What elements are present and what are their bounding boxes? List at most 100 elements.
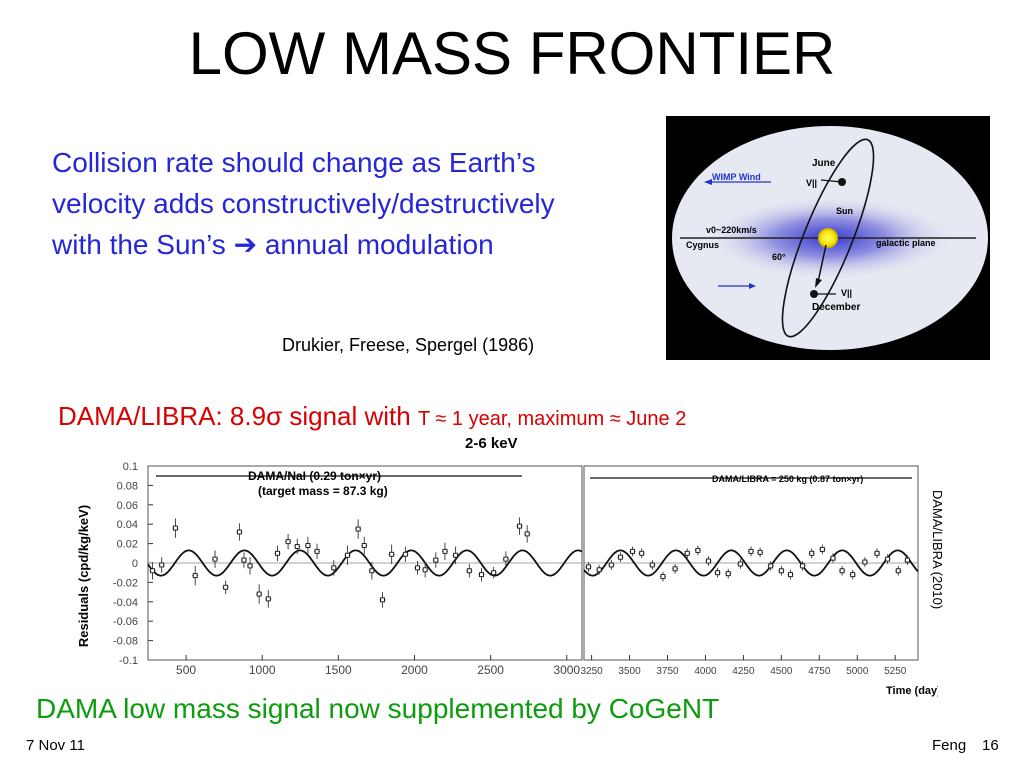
data-point xyxy=(305,543,311,548)
data-point xyxy=(706,558,711,564)
data-point xyxy=(355,526,361,532)
y-tick-label: -0.04 xyxy=(113,597,138,609)
x-tick-label: 500 xyxy=(176,663,196,677)
data-point xyxy=(725,571,731,577)
data-point xyxy=(274,550,280,556)
data-point xyxy=(223,584,229,590)
x-tick-label: 2000 xyxy=(401,663,428,677)
x-tick-label: 3000 xyxy=(553,663,580,677)
data-point xyxy=(236,529,242,535)
slide-title: LOW MASS FRONTIER xyxy=(188,20,836,87)
data-point xyxy=(819,546,825,552)
x-tick-label: 1000 xyxy=(249,663,276,677)
data-point xyxy=(331,565,337,571)
headline-period: T ≈ 1 year, maximum ≈ June 2 xyxy=(417,408,687,430)
panel-label-2: (target mass = 87.3 kg) xyxy=(258,484,388,498)
panel-label: DAMA/NaI (0.29 ton×yr) xyxy=(248,469,381,483)
data-point xyxy=(596,567,602,573)
data-point xyxy=(850,572,856,578)
data-point xyxy=(684,550,690,556)
data-point xyxy=(586,564,592,570)
v-bottom-label: V|| xyxy=(841,288,852,298)
footer-date: 7 Nov 11 xyxy=(26,737,85,754)
data-point xyxy=(369,568,375,574)
x-tick-label: 2500 xyxy=(477,663,504,677)
data-point xyxy=(442,548,448,554)
data-point xyxy=(380,597,385,603)
intro-text: Collision rate should change as Earth’s … xyxy=(52,142,612,265)
v-top-label: V|| xyxy=(806,178,817,188)
data-point xyxy=(294,544,300,549)
y-tick-label: 0.02 xyxy=(117,539,138,551)
data-point xyxy=(479,572,484,578)
citation: Drukier, Freese, Spergel (1986) xyxy=(282,335,535,355)
data-point xyxy=(345,552,350,558)
right-arrow-icon: ➔ xyxy=(233,229,258,260)
data-point xyxy=(241,557,247,563)
data-point xyxy=(695,547,701,553)
y-tick-label: 0.04 xyxy=(117,519,138,531)
june-label: June xyxy=(812,158,836,169)
data-point xyxy=(715,570,721,576)
sun-icon xyxy=(818,228,838,248)
x-tick-label: 4750 xyxy=(808,666,831,677)
x-tick-label: 4500 xyxy=(770,666,793,677)
december-label: December xyxy=(812,302,860,313)
panel-label: DAMA/LIBRA = 250 kg (0.87 ton×yr) xyxy=(712,474,863,484)
data-point xyxy=(885,556,891,562)
data-point xyxy=(159,562,165,568)
x-axis-label: Time (day) xyxy=(886,685,938,697)
june-v-arrow xyxy=(820,179,843,183)
data-point xyxy=(649,562,655,568)
x-tick-label: 4000 xyxy=(694,666,717,677)
conclusion: DAMA low mass signal now supplemented by… xyxy=(36,693,720,724)
galactic-plane-label: galactic plane xyxy=(876,238,936,248)
data-point xyxy=(748,548,754,554)
wimp-wind-figure: June WIMP Wind V|| Sun v0~220km/s Cygnus… xyxy=(666,116,990,360)
cygnus-label: Cygnus xyxy=(686,240,719,250)
x-tick-label: 5000 xyxy=(846,666,869,677)
data-point xyxy=(265,596,271,602)
v0-label: v0~220km/s xyxy=(706,225,757,235)
data-point xyxy=(830,555,836,561)
sigma-symbol: σ xyxy=(266,401,283,431)
footer-author: Feng xyxy=(932,737,967,754)
data-point xyxy=(172,525,178,531)
data-point xyxy=(314,548,320,554)
data-point xyxy=(660,574,666,580)
data-point xyxy=(839,568,845,574)
x-tick-label: 1500 xyxy=(325,663,352,677)
data-point xyxy=(192,573,198,579)
headline-signal: signal with xyxy=(282,401,418,431)
x-tick-label: 5250 xyxy=(884,666,907,677)
y-tick-label: 0.1 xyxy=(123,461,138,473)
intro-body: Collision rate should change as Earth’s … xyxy=(52,147,555,260)
data-point xyxy=(862,559,868,565)
data-point xyxy=(517,523,523,529)
data-point xyxy=(361,543,367,548)
data-point xyxy=(247,563,253,569)
page-number: 16 xyxy=(982,737,999,754)
side-credit-text: DAMA/LIBRA (2010) xyxy=(930,490,945,609)
data-point xyxy=(389,551,395,557)
y-tick-label: -0.06 xyxy=(113,616,138,628)
data-point xyxy=(433,557,439,563)
data-point xyxy=(809,550,815,556)
data-point xyxy=(778,568,784,574)
side-credit: DAMA/LIBRA (2010) xyxy=(930,490,945,609)
wimp-wind-label: WIMP Wind xyxy=(712,172,761,182)
data-point xyxy=(630,548,636,554)
y-tick-label: 0.06 xyxy=(117,500,138,512)
data-point xyxy=(415,565,420,571)
data-point xyxy=(737,561,743,567)
model-curve xyxy=(147,549,583,577)
x-tick-label: 4250 xyxy=(732,666,755,677)
data-point xyxy=(524,531,530,537)
chart-title: 2-6 keV xyxy=(465,435,518,452)
data-point xyxy=(768,563,774,569)
data-point xyxy=(212,556,218,562)
data-point xyxy=(491,570,497,576)
earth-orbit xyxy=(781,138,875,338)
modulation-plot: 2-6 keV 0.1 0.08 0.06 0.04 0.02 0 -0.02 -0.04 -0… xyxy=(76,435,938,697)
sun-label: Sun xyxy=(836,206,853,216)
